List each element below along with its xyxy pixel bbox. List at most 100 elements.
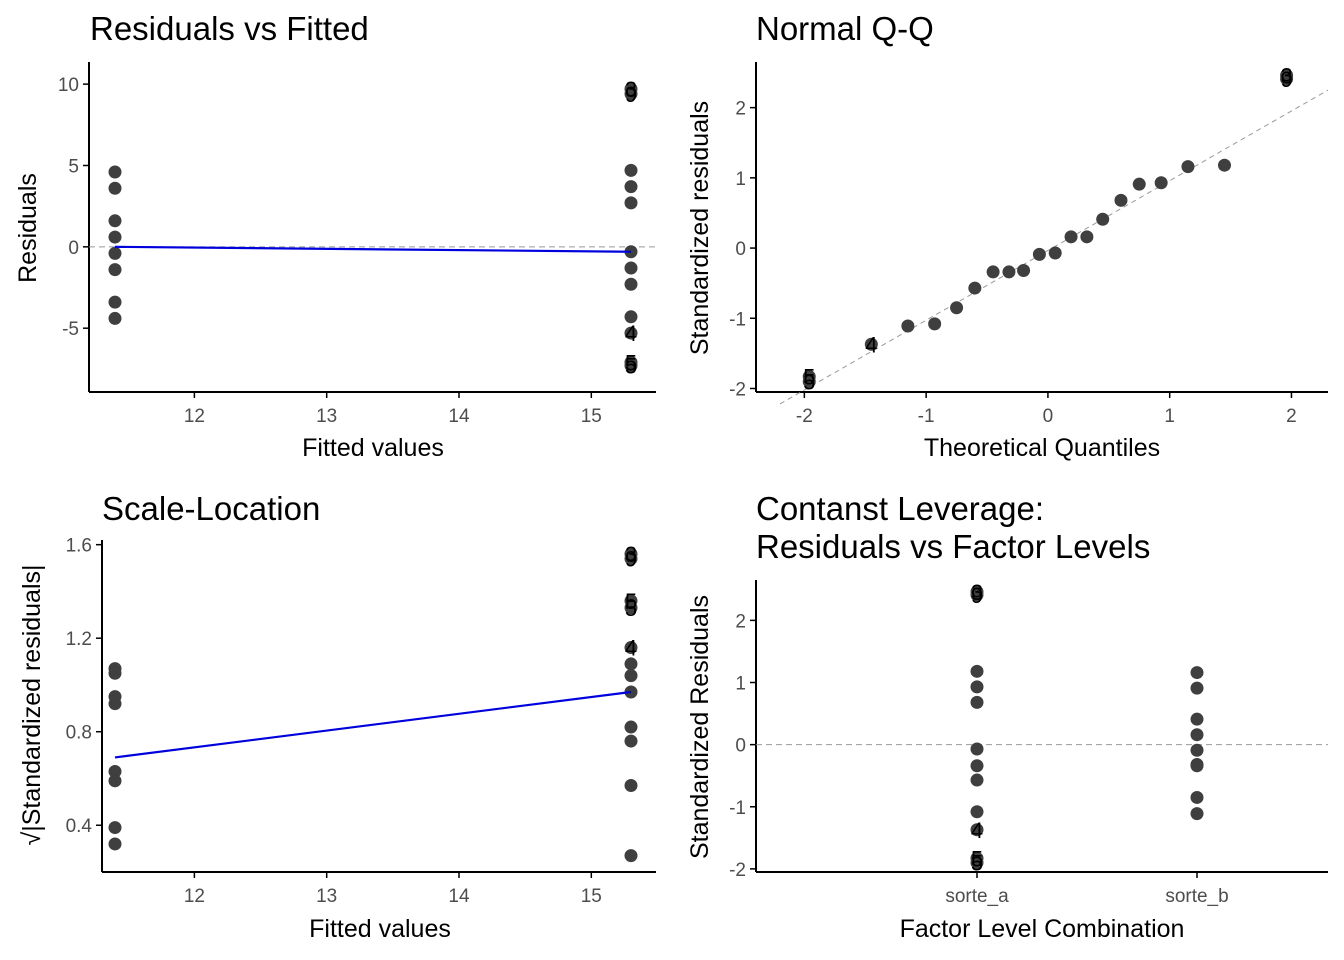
data-point: [1096, 212, 1110, 226]
data-point: [970, 823, 984, 837]
x-tick-label: 1: [1164, 406, 1175, 427]
data-point: [1190, 759, 1204, 773]
data-point: [970, 856, 984, 870]
data-point: [1190, 743, 1204, 757]
y-tick-label: -2: [729, 860, 746, 881]
data-point: [1002, 265, 1016, 279]
data-point: [968, 281, 982, 295]
outlier-point-label: 5: [803, 365, 815, 390]
x-tick-label: sorte_b: [1165, 886, 1228, 907]
outlier-point-label: 3: [1280, 63, 1292, 88]
outlier-point-label: 4: [625, 321, 637, 346]
x-tick-label: 13: [316, 406, 337, 427]
data-point: [108, 666, 122, 680]
data-point: [624, 720, 638, 734]
data-point: [1132, 177, 1146, 191]
y-tick-label: 1: [735, 674, 746, 695]
data-point: [950, 301, 964, 315]
x-tick-label: -2: [796, 406, 813, 427]
data-point: [108, 764, 122, 778]
panel-2-ylabel: Standardized residuals: [686, 101, 714, 355]
outlier-point-label: 3: [971, 580, 983, 605]
data-point: [1190, 712, 1204, 726]
data-point: [108, 821, 122, 835]
data-point: [986, 265, 1000, 279]
y-tick-label: 1.6: [66, 536, 92, 557]
data-point: [1190, 681, 1204, 695]
panel-4-title: Contanst Leverage:: [756, 490, 1044, 527]
panel-2-plot-area: -2 -1 0 1 2 -2 -1 0 1 2 55 4 39: [729, 62, 1329, 427]
data-point: [624, 163, 638, 177]
x-tick-label: 15: [581, 406, 602, 427]
data-point: [970, 742, 984, 756]
data-point: [1080, 230, 1094, 244]
data-point: [624, 669, 638, 683]
data-point: [624, 849, 638, 863]
x-tick-label: -1: [918, 406, 935, 427]
data-point: [970, 759, 984, 773]
data-point: [1190, 728, 1204, 742]
data-point: [108, 697, 122, 711]
data-point: [624, 277, 638, 291]
data-point: [624, 326, 638, 340]
x-tick-label: sorte_a: [945, 886, 1009, 907]
data-point: [901, 319, 915, 333]
data-point: [108, 181, 122, 195]
panel-4-xlabel: Factor Level Combination: [900, 915, 1185, 943]
y-tick-label: 2: [735, 611, 746, 632]
panel-1-title: Residuals vs Fitted: [90, 10, 369, 47]
panel-normal-qq: Normal Q-Q Theoretical Quantiles Standar…: [686, 10, 1329, 462]
data-point: [1114, 193, 1128, 207]
x-tick-label: 2: [1286, 406, 1297, 427]
data-point: [108, 165, 122, 179]
data-point: [624, 261, 638, 275]
x-tick-label: 12: [184, 886, 205, 907]
data-point: [970, 664, 984, 678]
data-point: [1064, 230, 1078, 244]
y-tick-label: 0: [68, 238, 79, 259]
outlier-point-label: 5: [625, 596, 637, 621]
y-tick-label: 0: [735, 239, 746, 260]
data-point: [1190, 807, 1204, 821]
data-point: [1190, 790, 1204, 804]
data-point: [624, 552, 638, 566]
data-point: [624, 310, 638, 324]
panel-3-xlabel: Fitted values: [309, 915, 451, 943]
data-point: [108, 246, 122, 260]
x-tick-label: 15: [581, 886, 602, 907]
data-point: [970, 695, 984, 709]
data-point: [624, 601, 638, 615]
y-tick-label: -1: [729, 309, 746, 330]
y-tick-label: 1.2: [66, 629, 92, 650]
data-point: [624, 245, 638, 259]
smooth-trend-line: [114, 245, 632, 253]
data-point: [108, 263, 122, 277]
data-point: [1181, 160, 1195, 174]
x-tick-label: 13: [316, 886, 337, 907]
data-point: [624, 734, 638, 748]
x-tick-label: 14: [448, 406, 470, 427]
data-point: [970, 588, 984, 602]
panel-scale-location: Scale-Location Fitted values √|Standardi…: [18, 490, 656, 943]
panel-1-ylabel: Residuals: [14, 173, 42, 283]
outlier-point-label: 9: [625, 547, 637, 572]
outlier-point-label: 5: [803, 369, 815, 394]
panel-1-xlabel: Fitted values: [302, 434, 444, 462]
panel-2-xlabel: Theoretical Quantiles: [924, 434, 1160, 462]
outlier-point-label: 9: [1280, 67, 1292, 92]
y-tick-label: -2: [729, 379, 746, 400]
data-point: [1190, 666, 1204, 680]
data-point: [624, 87, 638, 101]
panel-4-plot-area: -2 -1 0 1 2 sorte_a sorte_b 39 4 55: [729, 580, 1328, 907]
panel-3-plot-area: 0.4 0.8 1.2 1.6 12 13 14 15 39 55 4: [66, 536, 656, 907]
y-tick-label: 1: [735, 169, 746, 190]
outlier-point-label: 4: [971, 818, 983, 843]
y-tick-label: 0.4: [66, 816, 93, 837]
panel-2-title: Normal Q-Q: [756, 10, 934, 47]
data-point: [624, 180, 638, 194]
data-point: [108, 230, 122, 244]
data-point: [108, 774, 122, 788]
y-tick-label: 10: [58, 75, 79, 96]
